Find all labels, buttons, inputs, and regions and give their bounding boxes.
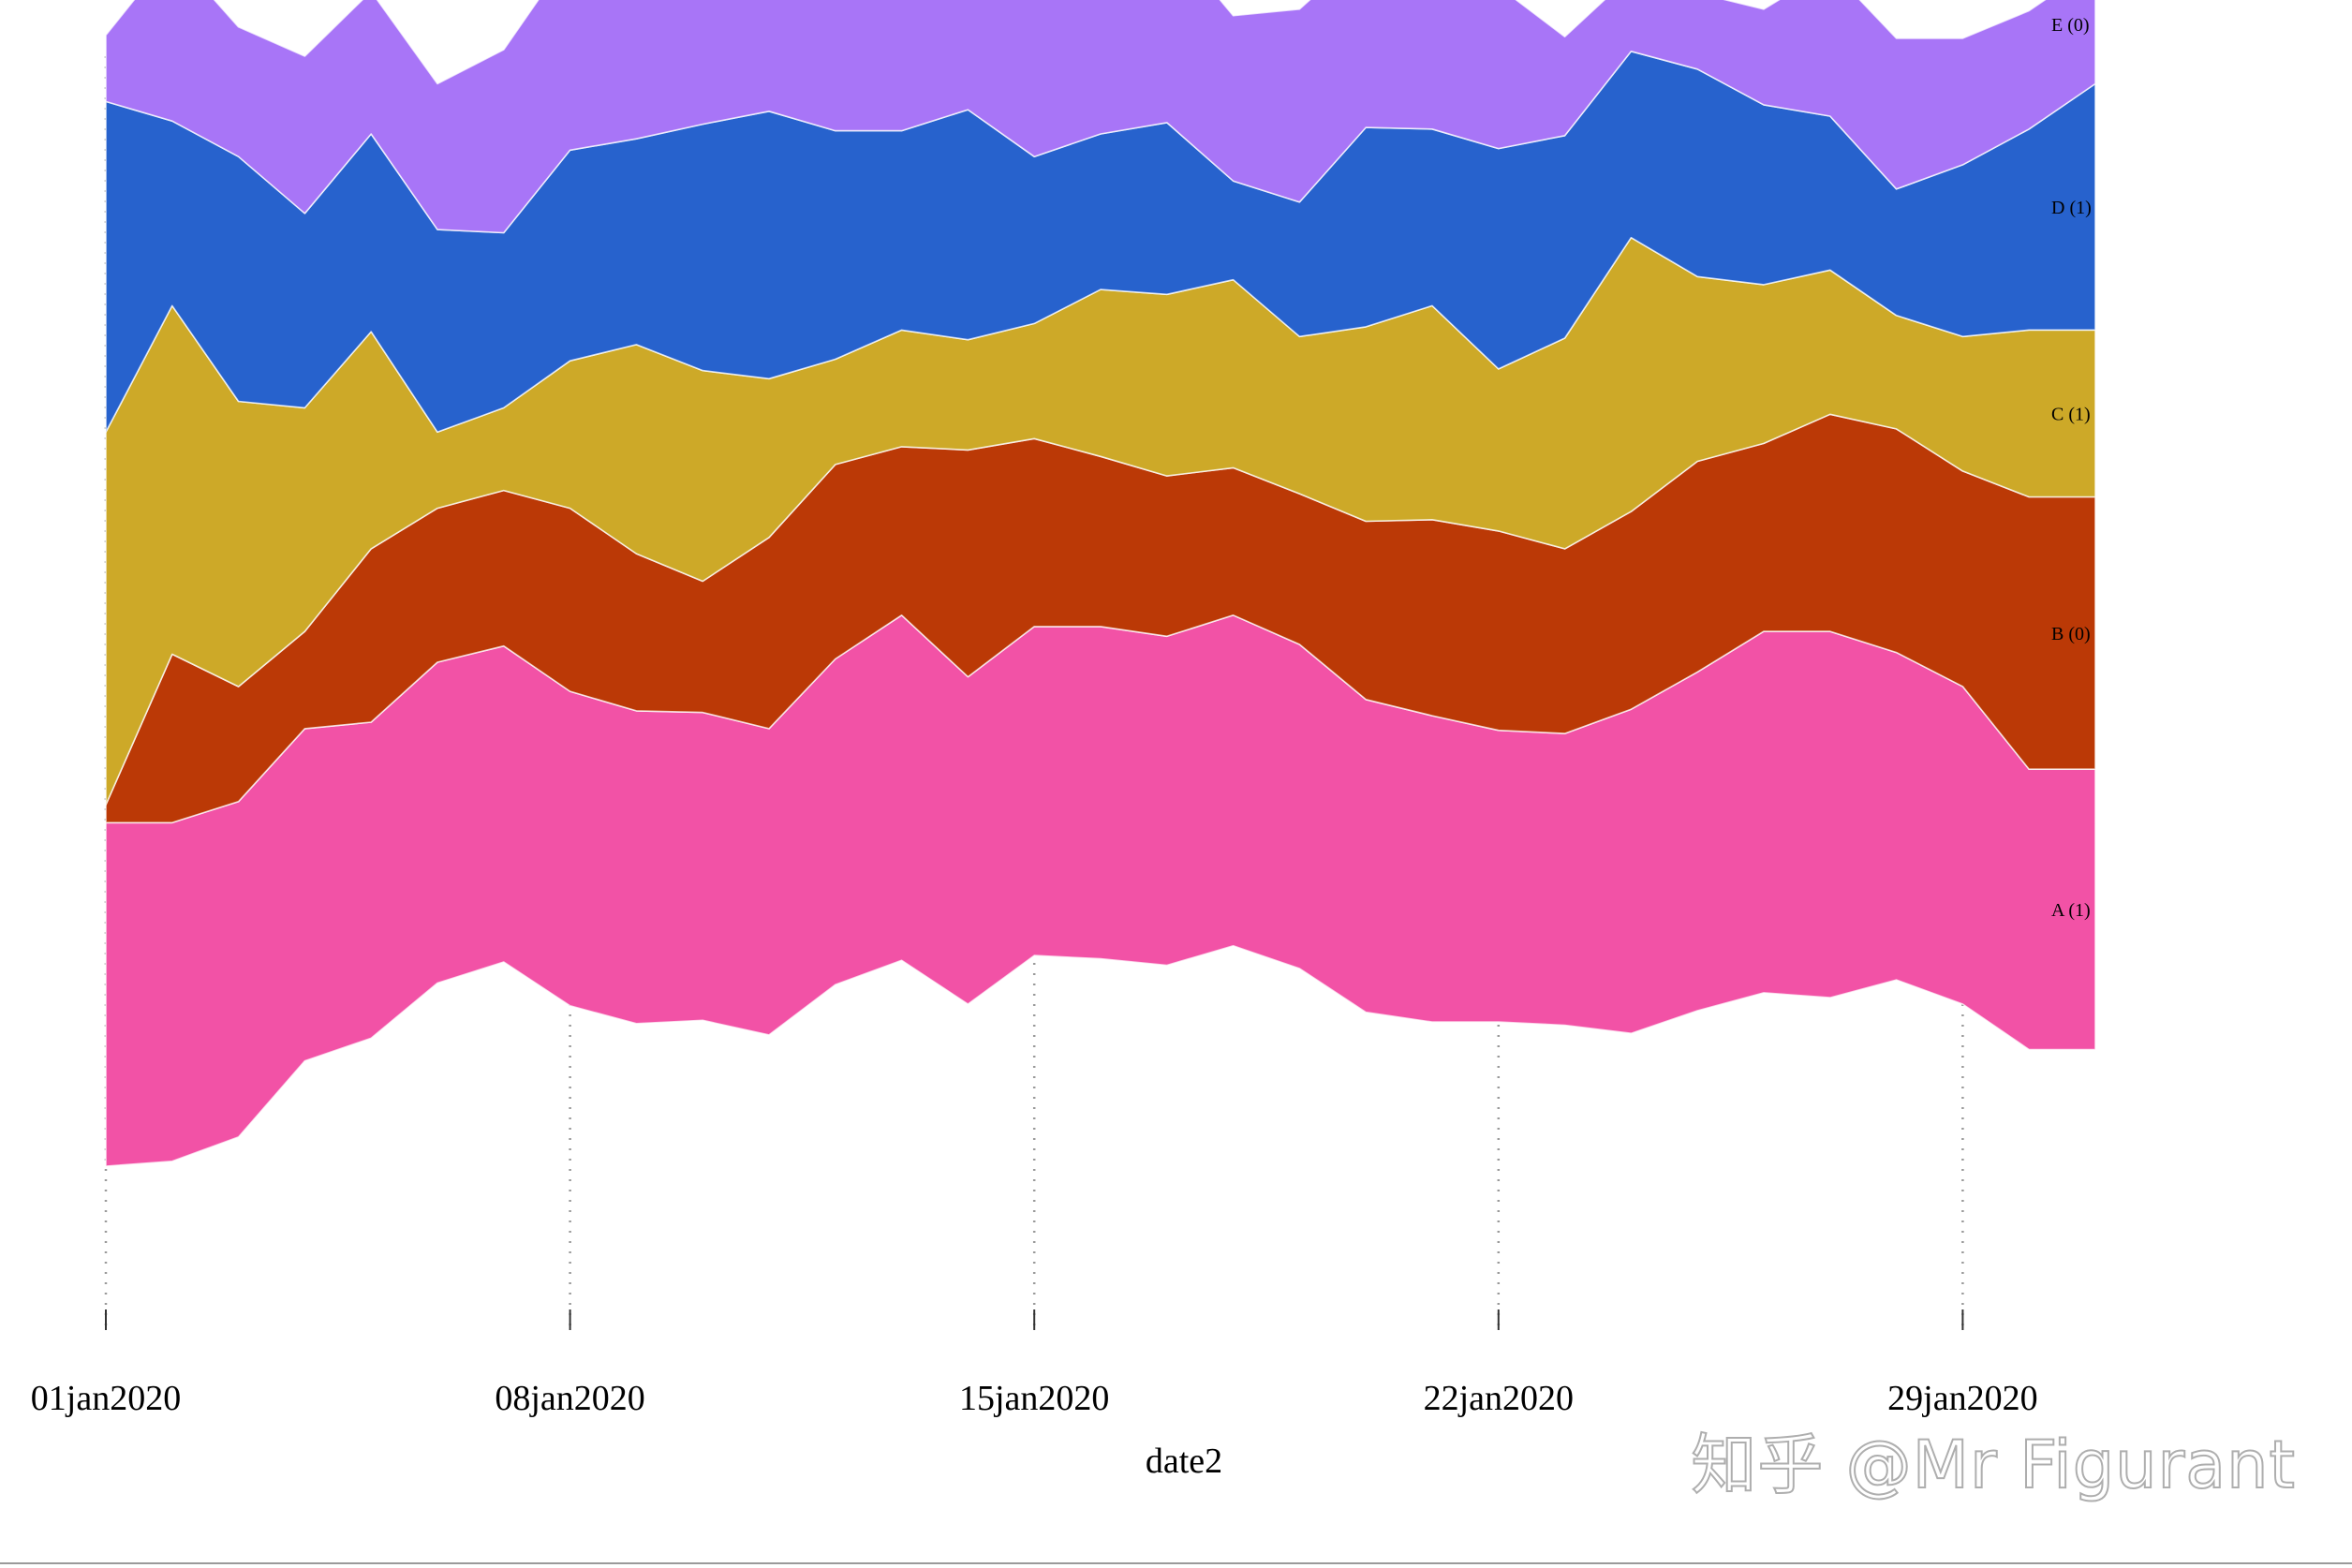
legend-label-A: A (1) xyxy=(2051,900,2091,921)
legend-label-C: C (1) xyxy=(2051,404,2091,424)
legend-label-E: E (0) xyxy=(2051,15,2090,36)
x-tick-label-15jan2020: 15jan2020 xyxy=(959,1379,1109,1418)
x-tick-label-08jan2020: 08jan2020 xyxy=(495,1379,644,1418)
x-axis: 01jan2020 08jan2020 15jan2020 22jan2020 29ja… xyxy=(31,1309,2038,1418)
bottom-divider xyxy=(0,1562,2352,1564)
x-tick-label-22jan2020: 22jan2020 xyxy=(1424,1379,1574,1418)
watermark: 知乎 @Mr Figurant xyxy=(1690,1426,2296,1504)
area-series-E xyxy=(105,0,2096,234)
stream-areas xyxy=(105,0,2096,1167)
legend-label-B: B (0) xyxy=(2051,624,2091,644)
area-series-A xyxy=(105,614,2096,1167)
x-axis-title: date2 xyxy=(1146,1442,1222,1481)
legend-label-D: D (1) xyxy=(2051,198,2092,218)
x-tick-label-29jan2020: 29jan2020 xyxy=(1887,1379,2037,1418)
x-tick-label-01jan2020: 01jan2020 xyxy=(31,1379,181,1418)
legend: A (1) B (0) C (1) D (1) E (0) xyxy=(2051,15,2092,921)
